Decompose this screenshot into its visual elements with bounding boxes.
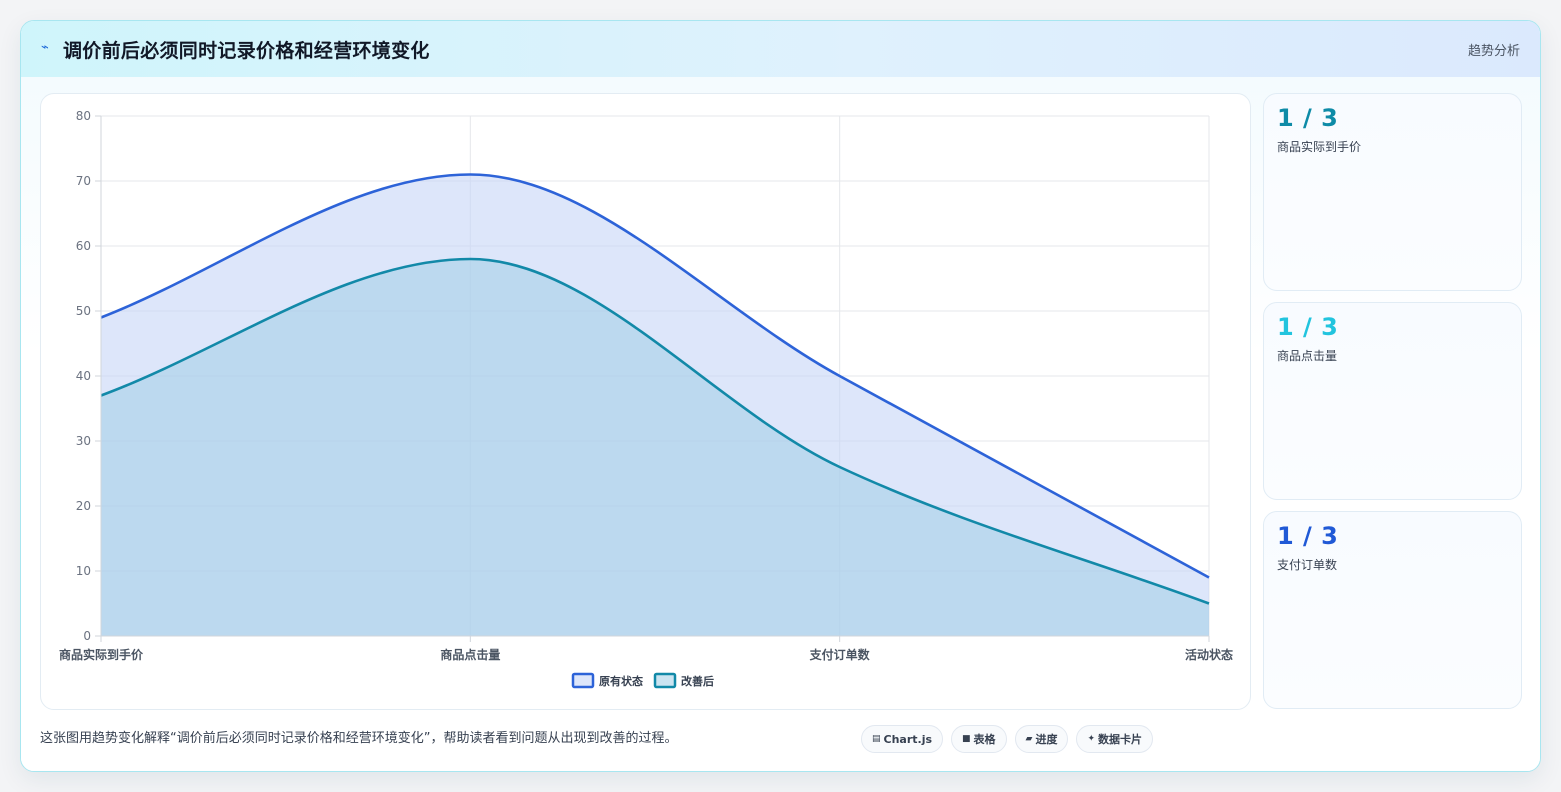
x-tick-label: 活动状态 (1185, 647, 1233, 662)
pill-label: 数据卡片 (1098, 733, 1143, 746)
y-tick-label: 0 (83, 629, 91, 643)
series-line-2 (100, 257, 1210, 605)
legend-swatch (653, 672, 677, 689)
y-tick-label: 10 (76, 564, 91, 578)
stat-card-orders: 1 / 3 支付订单数 (1263, 511, 1522, 709)
stat-value: 1 / 3 (1277, 313, 1339, 341)
pill-label: 表格 (973, 733, 996, 746)
pill-label: 进度 (1035, 733, 1058, 746)
stat-card-price: 1 / 3 商品实际到手价 (1263, 93, 1522, 291)
chart-caption: 这张图用趋势变化解释“调价前后必须同时记录价格和经营环境变化”，帮助读者看到问题… (40, 731, 678, 746)
progress-icon: ▰ (1025, 734, 1033, 744)
pill-data-card[interactable]: ✦ 数据卡片 (1076, 725, 1154, 753)
sparkle-icon: ✦ (1087, 734, 1096, 744)
legend-label: 原有状态 (599, 674, 643, 688)
legend-swatch (571, 672, 595, 689)
pill-table[interactable]: ■ 表格 (951, 725, 1007, 753)
x-tick-label: 商品点击量 (440, 647, 500, 662)
y-tick-label: 80 (76, 109, 91, 123)
pill-label: Chart.js (883, 732, 933, 746)
y-tick-label: 40 (76, 369, 91, 383)
page-title: 调价前后必须同时记录价格和经营环境变化 (63, 40, 430, 62)
chart-icon: ▤ (872, 734, 881, 744)
card-header: ⌁ 调价前后必须同时记录价格和经营环境变化 趋势分析 (21, 21, 1540, 77)
y-tick-label: 20 (76, 499, 91, 513)
stat-card-clicks: 1 / 3 商品点击量 (1263, 302, 1522, 500)
x-tick-label: 支付订单数 (809, 647, 871, 662)
trend-line-icon: ⌁ (41, 40, 49, 55)
chart-panel: 0 10 20 30 40 50 60 70 80 商品实际到手价 商品点击量 支付订单数 活动状态原有… (40, 93, 1251, 710)
series-area-2 (101, 259, 1209, 636)
stat-label: 商品实际到手价 (1277, 140, 1362, 154)
legend-label: 改善后 (681, 674, 714, 688)
area-chart: 0 10 20 30 40 50 60 70 80 商品实际到手价 商品点击量 支付订单数 活动状态原有… (59, 109, 1233, 689)
pill-progress[interactable]: ▰ 进度 (1014, 725, 1069, 753)
stat-value: 1 / 3 (1277, 104, 1339, 132)
stat-value: 1 / 3 (1277, 522, 1339, 550)
pill-group: ▤ Chart.js ■ 表格 ▰ 进度 ✦ 数据卡片 (861, 725, 1154, 753)
series-line-1 (100, 173, 1210, 579)
pill-chartjs[interactable]: ▤ Chart.js (861, 725, 944, 753)
chart-card: ⌁ 调价前后必须同时记录价格和经营环境变化 趋势分析 0 10 20 30 40 50 60… (20, 20, 1541, 772)
stat-label: 商品点击量 (1277, 349, 1338, 363)
y-tick-label: 70 (76, 174, 91, 188)
card-body: 0 10 20 30 40 50 60 70 80 商品实际到手价 商品点击量 支付订单数 活动状态 原有… (21, 77, 1540, 771)
header-tag: 趋势分析 (1467, 44, 1520, 59)
y-tick-label: 50 (76, 304, 91, 318)
table-icon: ■ (962, 734, 971, 744)
x-tick-label: 商品实际到手价 (59, 647, 144, 662)
y-tick-label: 60 (76, 239, 91, 253)
stat-label: 支付订单数 (1277, 558, 1338, 572)
y-tick-label: 30 (76, 434, 91, 448)
